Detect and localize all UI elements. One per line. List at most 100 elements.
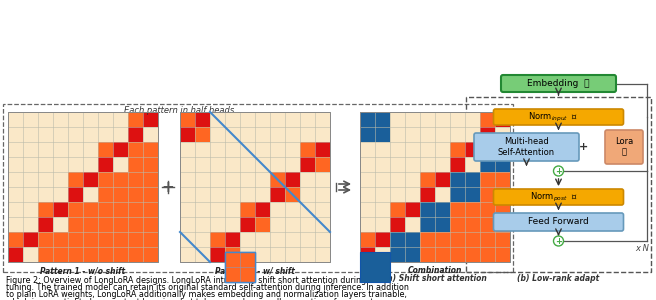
- Bar: [113, 187, 128, 202]
- Text: +: +: [555, 167, 562, 176]
- Bar: [210, 232, 225, 247]
- Bar: [53, 247, 68, 262]
- Text: Lora
🔥: Lora 🔥: [615, 137, 633, 157]
- Bar: [128, 232, 143, 247]
- Text: x N: x N: [635, 244, 649, 253]
- Bar: [420, 232, 435, 247]
- Bar: [3, 104, 513, 272]
- Bar: [480, 157, 495, 172]
- FancyBboxPatch shape: [493, 109, 623, 125]
- Bar: [128, 187, 143, 202]
- Bar: [390, 217, 405, 232]
- Bar: [480, 217, 495, 232]
- Bar: [435, 217, 450, 232]
- Bar: [435, 172, 450, 187]
- Bar: [435, 202, 450, 217]
- Bar: [180, 112, 330, 262]
- Bar: [420, 247, 435, 262]
- Bar: [128, 172, 143, 187]
- Bar: [495, 187, 510, 202]
- Bar: [83, 202, 98, 217]
- Bar: [420, 217, 435, 232]
- Bar: [495, 247, 510, 262]
- Text: Pattern 2 - w/ shift: Pattern 2 - w/ shift: [215, 266, 295, 275]
- Bar: [83, 247, 98, 262]
- Bar: [450, 217, 465, 232]
- Bar: [495, 112, 510, 127]
- Bar: [465, 172, 480, 187]
- Bar: [53, 202, 68, 217]
- Bar: [68, 202, 83, 217]
- Bar: [8, 247, 23, 262]
- Bar: [98, 247, 113, 262]
- Bar: [23, 232, 38, 247]
- Bar: [240, 217, 255, 232]
- Bar: [315, 142, 330, 157]
- Bar: [180, 112, 195, 127]
- Bar: [315, 157, 330, 172]
- Bar: [240, 267, 255, 282]
- Bar: [495, 232, 510, 247]
- Bar: [450, 157, 465, 172]
- Bar: [450, 202, 465, 217]
- Bar: [98, 187, 113, 202]
- Bar: [466, 97, 651, 272]
- Bar: [405, 232, 420, 247]
- Bar: [480, 172, 495, 187]
- Bar: [8, 112, 158, 262]
- Bar: [480, 127, 495, 142]
- Bar: [240, 217, 255, 232]
- Bar: [128, 217, 143, 232]
- Bar: [480, 232, 495, 247]
- Bar: [255, 202, 270, 217]
- Bar: [113, 232, 128, 247]
- Bar: [465, 187, 480, 202]
- Bar: [435, 247, 450, 262]
- Bar: [480, 127, 495, 142]
- Text: to plain LoRA weights, LongLoRA additionally makes embedding and normalization l: to plain LoRA weights, LongLoRA addition…: [6, 290, 407, 299]
- Bar: [465, 142, 480, 157]
- Bar: [465, 142, 480, 157]
- Bar: [143, 202, 158, 217]
- Bar: [420, 202, 435, 217]
- Bar: [68, 247, 83, 262]
- Bar: [375, 112, 390, 127]
- Text: Pattern 1 - w/o shift: Pattern 1 - w/o shift: [41, 266, 125, 275]
- Bar: [450, 172, 465, 187]
- FancyBboxPatch shape: [474, 133, 579, 161]
- Bar: [375, 232, 390, 247]
- Bar: [465, 187, 480, 202]
- Bar: [113, 217, 128, 232]
- Bar: [225, 252, 255, 282]
- Bar: [98, 217, 113, 232]
- Bar: [390, 232, 405, 247]
- Bar: [420, 172, 435, 187]
- FancyBboxPatch shape: [493, 213, 623, 231]
- Bar: [465, 232, 480, 247]
- Bar: [98, 202, 113, 217]
- Bar: [98, 157, 113, 172]
- Bar: [195, 112, 210, 127]
- Bar: [300, 157, 315, 172]
- Bar: [360, 112, 510, 262]
- Bar: [195, 127, 210, 142]
- Bar: [405, 247, 420, 262]
- Bar: [495, 142, 510, 157]
- Bar: [390, 217, 405, 232]
- Bar: [435, 217, 450, 232]
- Text: +: +: [161, 179, 174, 194]
- Bar: [128, 127, 143, 142]
- Text: Feed Forward: Feed Forward: [528, 218, 589, 226]
- Bar: [143, 172, 158, 187]
- Bar: [143, 112, 158, 127]
- Bar: [360, 247, 375, 262]
- Bar: [113, 247, 128, 262]
- Bar: [480, 112, 495, 127]
- Bar: [128, 247, 143, 262]
- Bar: [360, 127, 375, 142]
- Bar: [450, 172, 465, 187]
- Bar: [210, 247, 225, 262]
- Bar: [390, 247, 405, 262]
- Bar: [68, 217, 83, 232]
- Bar: [143, 142, 158, 157]
